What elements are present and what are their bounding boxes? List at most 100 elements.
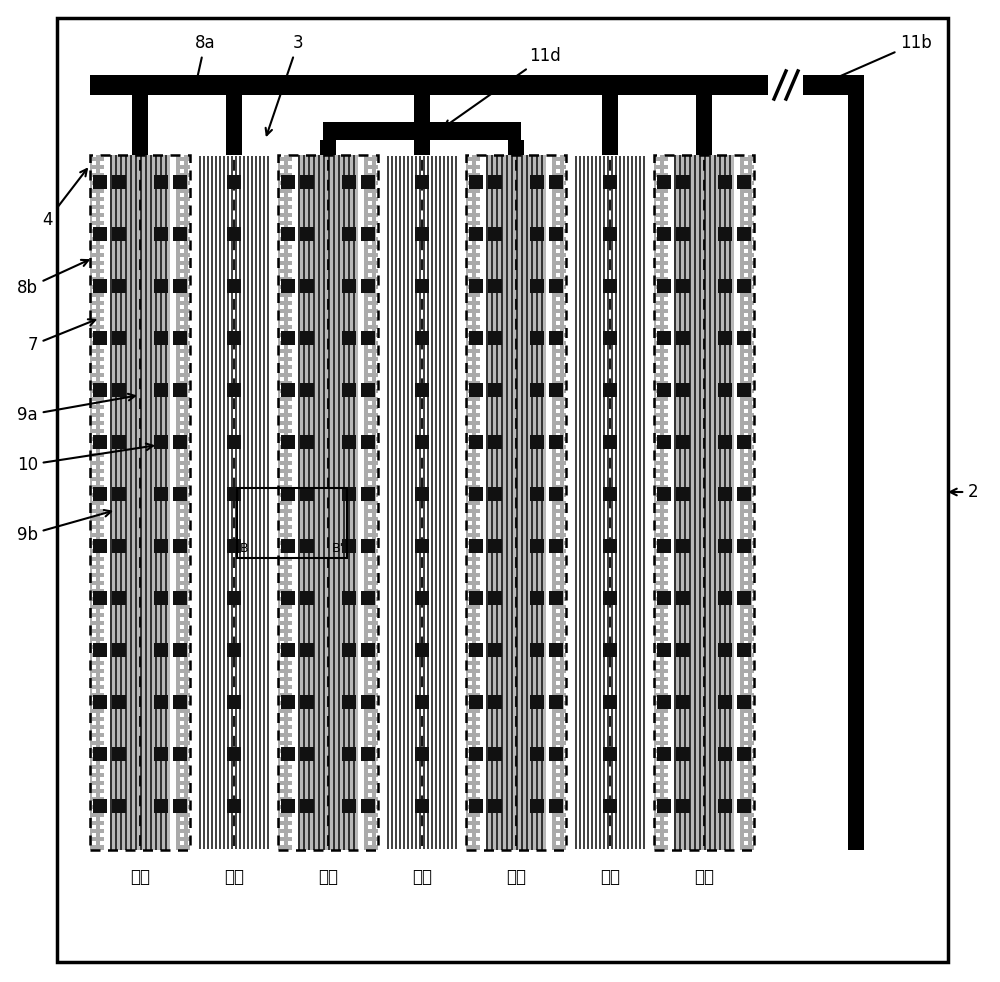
- Bar: [680, 537, 684, 541]
- Bar: [360, 417, 364, 421]
- Bar: [720, 281, 724, 285]
- Bar: [227, 227, 241, 241]
- Bar: [278, 155, 378, 850]
- Bar: [516, 625, 520, 629]
- Bar: [712, 785, 716, 789]
- Bar: [672, 425, 676, 429]
- Bar: [116, 273, 120, 277]
- Bar: [320, 289, 324, 293]
- Bar: [540, 689, 544, 693]
- Bar: [476, 633, 480, 637]
- Bar: [296, 761, 300, 765]
- Bar: [336, 577, 340, 581]
- Bar: [712, 265, 716, 269]
- Bar: [108, 737, 112, 741]
- Bar: [680, 833, 684, 837]
- Bar: [688, 817, 692, 821]
- Bar: [288, 665, 292, 669]
- Bar: [728, 673, 732, 677]
- Bar: [376, 297, 380, 301]
- Bar: [100, 417, 104, 421]
- Bar: [173, 435, 187, 449]
- Bar: [468, 289, 472, 293]
- Bar: [500, 489, 504, 493]
- Bar: [156, 705, 160, 709]
- Bar: [304, 385, 308, 389]
- Bar: [352, 305, 356, 309]
- Bar: [180, 201, 184, 205]
- Bar: [532, 401, 536, 405]
- Bar: [140, 345, 144, 349]
- Bar: [672, 785, 676, 789]
- Bar: [540, 297, 544, 301]
- Bar: [344, 345, 348, 349]
- Bar: [492, 633, 496, 637]
- Bar: [336, 825, 340, 829]
- Bar: [180, 761, 184, 765]
- Bar: [564, 545, 568, 549]
- Bar: [108, 817, 112, 821]
- Bar: [688, 345, 692, 349]
- Bar: [100, 793, 104, 797]
- Bar: [188, 761, 192, 765]
- Bar: [92, 585, 96, 589]
- Bar: [312, 761, 316, 765]
- Bar: [336, 569, 340, 573]
- Bar: [100, 769, 104, 773]
- Bar: [744, 585, 748, 589]
- Bar: [736, 609, 740, 613]
- Bar: [492, 569, 496, 573]
- Bar: [140, 369, 144, 373]
- Bar: [672, 633, 676, 637]
- Bar: [368, 649, 372, 653]
- Bar: [680, 577, 684, 581]
- Bar: [712, 673, 716, 677]
- Bar: [360, 633, 364, 637]
- Bar: [524, 649, 528, 653]
- Bar: [469, 279, 483, 293]
- Bar: [132, 681, 136, 685]
- Bar: [415, 799, 429, 813]
- Bar: [540, 833, 544, 837]
- Bar: [468, 689, 472, 693]
- Bar: [744, 449, 748, 453]
- Bar: [280, 345, 284, 349]
- Bar: [132, 281, 136, 285]
- Bar: [508, 753, 512, 757]
- Bar: [656, 625, 660, 629]
- Bar: [672, 161, 676, 165]
- Bar: [524, 361, 528, 365]
- Bar: [280, 593, 284, 597]
- Bar: [752, 169, 756, 173]
- Bar: [156, 465, 160, 469]
- Bar: [492, 561, 496, 565]
- Bar: [508, 601, 512, 605]
- Bar: [500, 705, 504, 709]
- Bar: [500, 713, 504, 717]
- Bar: [752, 417, 756, 421]
- Bar: [304, 457, 308, 461]
- Bar: [148, 329, 152, 333]
- Bar: [540, 225, 544, 229]
- Bar: [172, 721, 176, 725]
- Bar: [688, 681, 692, 685]
- Bar: [336, 609, 340, 613]
- Bar: [352, 153, 356, 157]
- Bar: [124, 169, 128, 173]
- Bar: [312, 577, 316, 581]
- Bar: [736, 785, 740, 789]
- Bar: [156, 273, 160, 277]
- Bar: [656, 369, 660, 373]
- Bar: [180, 633, 184, 637]
- Bar: [140, 553, 144, 557]
- Bar: [548, 625, 552, 629]
- Bar: [556, 257, 560, 261]
- Bar: [226, 95, 242, 155]
- Bar: [680, 601, 684, 605]
- Bar: [100, 329, 104, 333]
- Bar: [656, 609, 660, 613]
- Bar: [516, 369, 520, 373]
- Bar: [468, 337, 472, 341]
- Bar: [376, 481, 380, 485]
- Bar: [548, 633, 552, 637]
